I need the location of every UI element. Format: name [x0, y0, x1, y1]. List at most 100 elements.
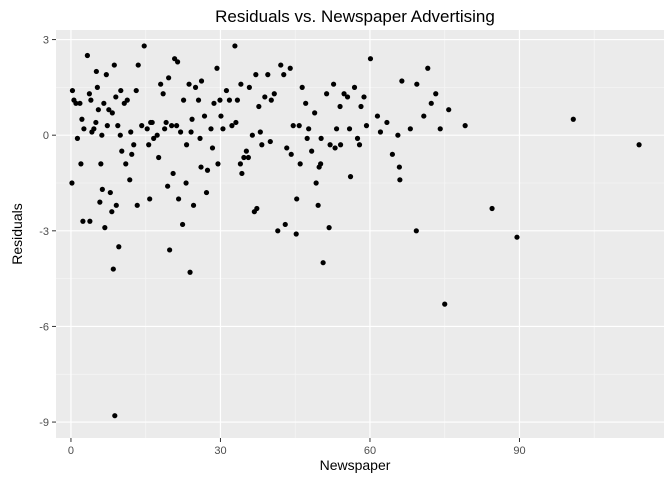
data-point — [203, 189, 210, 196]
panel-background — [56, 30, 664, 438]
data-point — [74, 135, 81, 141]
data-point — [223, 87, 230, 94]
data-point — [267, 138, 273, 145]
data-point — [446, 107, 452, 113]
data-point — [169, 123, 175, 129]
data-point — [139, 123, 145, 129]
data-point — [278, 62, 284, 68]
data-point — [160, 91, 166, 97]
data-point — [124, 97, 130, 103]
data-point — [110, 266, 116, 272]
data-point — [149, 119, 155, 126]
data-point — [282, 221, 288, 228]
data-point — [312, 110, 318, 116]
data-point — [81, 126, 87, 132]
data-point — [69, 87, 76, 94]
y-axis-ticks: 3 0 -3 -6 -9 — [39, 35, 56, 429]
data-point — [275, 228, 281, 234]
data-point — [265, 72, 271, 78]
data-point — [374, 113, 381, 119]
data-point — [253, 72, 259, 78]
data-point — [146, 142, 152, 148]
data-point — [262, 94, 268, 100]
data-point — [346, 126, 353, 132]
data-point — [99, 132, 105, 138]
data-point — [396, 164, 402, 170]
data-point — [127, 177, 133, 183]
data-point — [217, 97, 223, 103]
data-point — [197, 135, 203, 141]
data-point — [211, 100, 217, 106]
data-point — [268, 97, 274, 103]
x-axis-title: Newspaper — [320, 457, 391, 473]
data-point — [99, 186, 105, 192]
data-point — [489, 205, 495, 212]
data-point — [239, 170, 245, 177]
data-point — [636, 142, 642, 148]
data-point — [86, 91, 92, 97]
data-point — [254, 205, 260, 212]
data-point — [232, 43, 238, 49]
data-point — [570, 116, 576, 122]
data-point — [170, 170, 176, 177]
data-point — [174, 123, 180, 129]
data-point — [69, 180, 75, 186]
data-point — [102, 225, 108, 231]
data-point — [290, 123, 296, 129]
data-point — [297, 161, 303, 167]
data-point — [103, 72, 109, 78]
data-point — [109, 209, 115, 215]
data-point — [433, 91, 439, 97]
data-point — [128, 129, 134, 135]
data-point — [259, 142, 265, 148]
x-tick-label: 0 — [68, 445, 74, 457]
data-point — [249, 132, 255, 138]
data-point — [95, 107, 101, 113]
data-point — [313, 180, 319, 186]
data-point — [104, 123, 110, 129]
data-point — [123, 161, 129, 167]
data-point — [187, 269, 193, 275]
data-point — [78, 161, 84, 167]
data-point — [407, 126, 413, 132]
data-point — [158, 81, 164, 87]
data-point — [87, 218, 93, 224]
data-point — [113, 202, 119, 208]
data-point — [198, 78, 205, 84]
y-axis-title: Residuals — [9, 203, 25, 264]
data-point — [186, 81, 192, 87]
data-point — [237, 161, 243, 167]
data-point — [195, 97, 202, 103]
data-point — [175, 196, 182, 202]
y-tick-label: -9 — [39, 417, 49, 429]
x-tick-label: 90 — [513, 445, 525, 457]
data-point — [257, 129, 263, 135]
data-point — [166, 75, 172, 81]
data-point — [395, 132, 401, 138]
data-point — [73, 100, 79, 106]
data-point — [413, 228, 419, 234]
data-point — [226, 97, 233, 103]
x-tick-label: 30 — [214, 445, 226, 457]
y-tick-label: -6 — [39, 321, 49, 333]
data-point — [208, 126, 214, 132]
data-point — [324, 91, 330, 97]
y-tick-label: 0 — [43, 130, 49, 142]
data-point — [113, 94, 119, 100]
data-point — [80, 218, 86, 224]
data-point — [326, 225, 332, 231]
data-point — [243, 148, 249, 154]
data-point — [154, 132, 160, 138]
data-point — [354, 135, 361, 141]
data-point — [238, 81, 244, 87]
data-point — [204, 167, 211, 173]
data-point — [209, 145, 216, 151]
data-point — [189, 116, 195, 122]
data-point — [421, 113, 427, 119]
data-point — [337, 142, 344, 148]
data-point — [175, 59, 181, 65]
data-point — [163, 119, 169, 126]
data-point — [179, 221, 186, 228]
data-points — [69, 43, 642, 419]
chart-title: Residuals vs. Newspaper Advertising — [215, 7, 495, 26]
